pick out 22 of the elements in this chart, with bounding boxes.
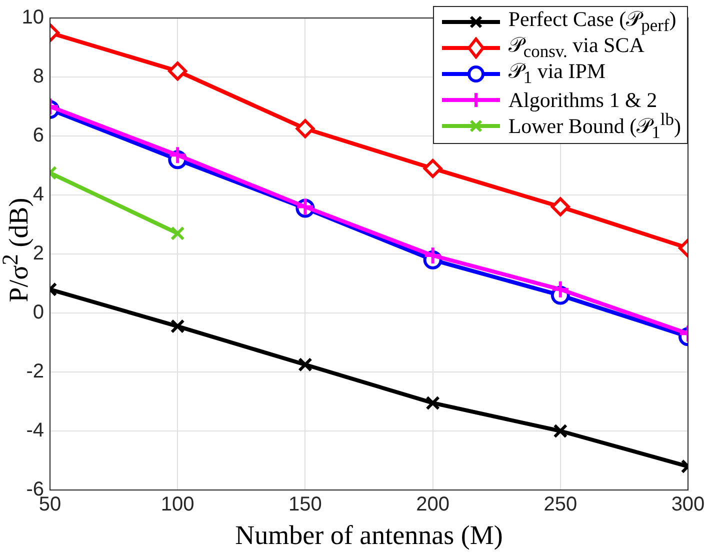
point xyxy=(296,119,315,138)
x-tick-label: 200 xyxy=(416,494,450,516)
y-tick-label: 10 xyxy=(22,6,44,29)
point xyxy=(423,158,442,178)
y-tick-label: -4 xyxy=(26,420,44,442)
x-tick-label: 300 xyxy=(671,494,705,516)
legend-label: 𝒫$_{1}$ via IPM xyxy=(508,58,606,88)
y-tick-label: 4 xyxy=(32,184,44,206)
legend-label: Algorithms 1 & 2 xyxy=(508,88,658,112)
x-tick-label: 150 xyxy=(288,494,322,516)
point xyxy=(298,357,312,372)
x-tick-label: 100 xyxy=(160,494,194,516)
y-tick-label: 6 xyxy=(32,124,44,147)
x-tick-label: 250 xyxy=(544,494,578,516)
legend-label: Perfect Case (𝒫$_{perf}$) xyxy=(508,6,676,36)
point xyxy=(426,396,440,410)
y-tick-label: 2 xyxy=(32,242,44,265)
y-tick-label: 8 xyxy=(32,66,44,88)
y-tick-label: 0 xyxy=(32,302,44,324)
point xyxy=(423,246,442,265)
y-tick-label: -2 xyxy=(26,360,44,383)
x-axis-title: Number of antennas (M) xyxy=(235,520,503,550)
